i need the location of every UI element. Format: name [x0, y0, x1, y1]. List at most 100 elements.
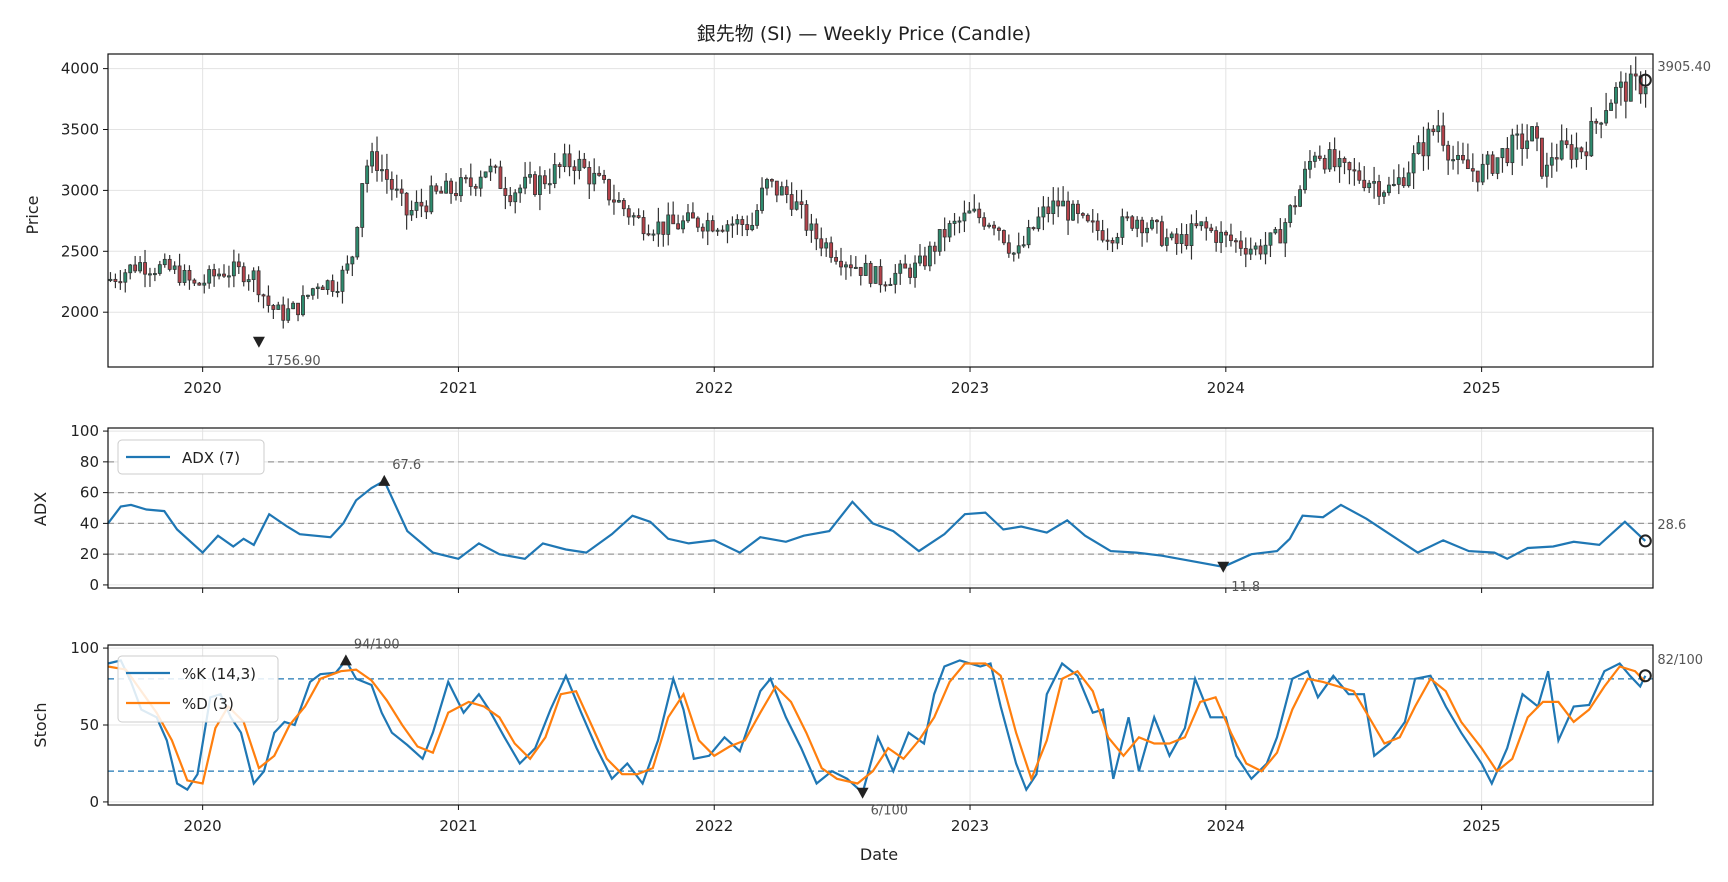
candle-body: [1470, 168, 1475, 172]
candle-body: [276, 304, 281, 310]
candle-body: [567, 153, 572, 168]
candle-body: [666, 214, 671, 235]
adx-last-label: 28.6: [1657, 518, 1686, 533]
candle-body: [947, 223, 952, 238]
candle-body: [1456, 155, 1460, 160]
candle-body: [819, 238, 824, 249]
candle-body: [612, 199, 616, 203]
candle-body: [271, 305, 276, 310]
candle-body: [1130, 216, 1135, 229]
candle-body: [621, 200, 626, 210]
candle-body: [562, 153, 567, 168]
candle-body: [498, 166, 503, 189]
candle-body: [389, 178, 394, 190]
stoch-legend: %K (14,3) %D (3): [117, 655, 279, 723]
candle-body: [1396, 177, 1401, 185]
candle-body: [217, 273, 221, 277]
candle-body: [542, 175, 547, 185]
candle-body: [735, 219, 740, 225]
candle-body: [903, 263, 908, 269]
candle-body: [1263, 244, 1268, 255]
candle-body: [602, 174, 607, 180]
candle-body: [636, 215, 641, 218]
candle-body: [148, 273, 152, 276]
candle-body: [1372, 181, 1377, 184]
candle-body: [1530, 126, 1534, 142]
candle-body: [523, 176, 528, 189]
candle-body: [1184, 234, 1189, 246]
candle-body: [266, 295, 271, 306]
candle-body: [380, 169, 384, 172]
candle-body: [1525, 140, 1530, 149]
candle-body: [1515, 133, 1520, 136]
candle-body: [1495, 157, 1500, 174]
adx-max-label: 67.6: [392, 458, 421, 473]
candle-body: [1085, 214, 1090, 222]
candle-body: [671, 214, 676, 225]
candle-body: [789, 194, 794, 210]
price-xtick-label: 2023: [951, 379, 989, 397]
candle-body: [1154, 219, 1159, 223]
candle-body: [873, 266, 878, 284]
candle-body: [972, 208, 977, 212]
stoch-panel: 0 50 100 2020 2021 2022 2023 2024 2025 94/100 6/10…: [70, 637, 1703, 835]
candle-body: [918, 255, 922, 264]
candle-body: [552, 164, 557, 185]
stoch-xtick-label: 2020: [184, 817, 222, 835]
stoch-xtick-label: 2025: [1463, 817, 1501, 835]
candle-body: [1465, 159, 1470, 170]
candle-body: [982, 217, 987, 227]
candle-body: [1446, 144, 1451, 161]
stoch-min-label: 6/100: [871, 804, 908, 819]
candle-body: [1204, 221, 1209, 229]
candle-body: [1461, 155, 1465, 161]
candle-body: [646, 233, 651, 236]
candle-body: [1080, 213, 1085, 216]
candle-body: [1604, 110, 1609, 124]
candle-body: [1253, 245, 1258, 250]
candle-body: [829, 242, 834, 258]
candle-body: [1599, 122, 1604, 125]
candle-body: [138, 262, 143, 272]
candle-body: [325, 280, 330, 291]
candle-body: [1189, 223, 1194, 246]
candle-body: [1609, 102, 1613, 111]
candle-body: [1535, 126, 1539, 139]
adx-frame: [107, 427, 1654, 589]
candle-body: [715, 229, 720, 232]
candle-body: [1288, 205, 1293, 223]
candle-body: [207, 269, 212, 284]
candle-body: [893, 272, 898, 285]
candle-body: [1633, 73, 1638, 77]
candle-body: [1569, 144, 1574, 160]
candle-body: [360, 183, 365, 228]
price-last-label: 3905.40: [1657, 60, 1711, 75]
candle-body: [488, 165, 493, 173]
adx-legend-box: [117, 439, 265, 475]
candle-body: [518, 187, 523, 194]
candle-body: [1431, 128, 1436, 133]
price-frame: [107, 53, 1654, 368]
candle-body: [192, 279, 197, 284]
candle-body: [296, 302, 300, 316]
candle-body: [858, 266, 863, 276]
candle-body: [572, 166, 577, 171]
price-ytick-label: 3000: [61, 181, 99, 199]
candle-body: [197, 282, 202, 286]
price-ytick-label: 3500: [61, 121, 99, 139]
candle-body: [537, 175, 542, 195]
candle-body: [404, 192, 409, 216]
candle-body: [1411, 153, 1416, 174]
stoch-ytick-label: 50: [80, 716, 99, 734]
candle-body: [784, 186, 789, 195]
stoch-xtick-label: 2022: [695, 817, 733, 835]
adx-ytick-label: 20: [80, 545, 99, 563]
candle-body: [769, 179, 774, 182]
candle-body: [1006, 242, 1011, 254]
candle-body: [1125, 216, 1130, 219]
candle-body: [1490, 154, 1495, 174]
candle-body: [799, 201, 804, 205]
candle-body: [1554, 157, 1559, 160]
candle-body: [992, 224, 996, 229]
candle-body: [863, 262, 868, 276]
